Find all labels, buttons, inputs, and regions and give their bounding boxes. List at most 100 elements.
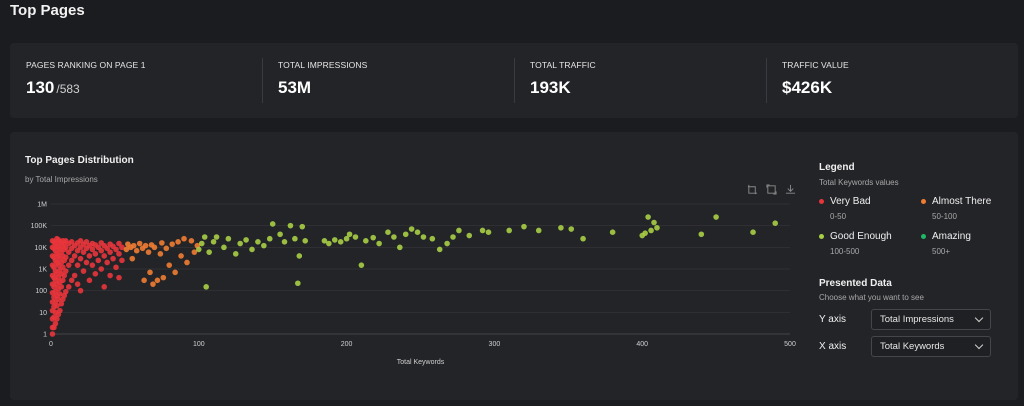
data-point[interactable] bbox=[86, 253, 93, 259]
data-point[interactable] bbox=[713, 214, 719, 220]
data-point[interactable] bbox=[62, 268, 69, 274]
data-point[interactable] bbox=[203, 284, 209, 290]
data-point[interactable] bbox=[119, 244, 125, 251]
data-point[interactable] bbox=[80, 249, 87, 255]
data-point[interactable] bbox=[58, 300, 65, 307]
data-point[interactable] bbox=[74, 281, 81, 287]
data-point[interactable] bbox=[213, 234, 220, 240]
data-point[interactable] bbox=[113, 246, 119, 253]
data-point[interactable] bbox=[210, 239, 217, 245]
zoom-reset-icon[interactable] bbox=[766, 184, 777, 195]
data-point[interactable] bbox=[196, 246, 202, 253]
data-point[interactable] bbox=[249, 246, 255, 253]
data-point[interactable] bbox=[95, 257, 102, 264]
data-point[interactable] bbox=[535, 227, 542, 234]
data-point[interactable] bbox=[466, 232, 473, 239]
data-point[interactable] bbox=[346, 231, 353, 238]
data-point[interactable] bbox=[89, 246, 96, 253]
data-point[interactable] bbox=[92, 251, 99, 257]
data-point[interactable] bbox=[326, 240, 332, 247]
data-point[interactable] bbox=[55, 296, 62, 303]
data-point[interactable] bbox=[191, 249, 198, 255]
data-point[interactable] bbox=[302, 238, 309, 244]
data-point[interactable] bbox=[485, 229, 492, 235]
data-point[interactable] bbox=[101, 284, 108, 290]
data-point[interactable] bbox=[269, 221, 276, 227]
data-point[interactable] bbox=[60, 264, 66, 271]
data-point[interactable] bbox=[642, 230, 648, 236]
data-point[interactable] bbox=[376, 240, 382, 247]
data-point[interactable] bbox=[119, 257, 125, 264]
data-point[interactable] bbox=[169, 241, 175, 247]
data-point[interactable] bbox=[62, 244, 69, 251]
data-point[interactable] bbox=[352, 234, 359, 240]
data-point[interactable] bbox=[385, 229, 391, 235]
data-point[interactable] bbox=[57, 291, 63, 297]
data-point[interactable] bbox=[65, 284, 72, 290]
data-point[interactable] bbox=[98, 247, 105, 254]
data-point[interactable] bbox=[206, 249, 212, 255]
data-point[interactable] bbox=[110, 255, 116, 262]
data-point[interactable] bbox=[104, 245, 110, 252]
data-point[interactable] bbox=[221, 244, 227, 251]
data-point[interactable] bbox=[104, 259, 110, 266]
data-point[interactable] bbox=[80, 268, 87, 274]
data-point[interactable] bbox=[295, 280, 301, 287]
data-point[interactable] bbox=[651, 219, 657, 226]
data-point[interactable] bbox=[123, 246, 130, 253]
data-point[interactable] bbox=[568, 226, 575, 232]
data-point[interactable] bbox=[654, 224, 660, 231]
data-point[interactable] bbox=[57, 307, 63, 314]
data-point[interactable] bbox=[337, 239, 344, 245]
data-point[interactable] bbox=[145, 249, 152, 255]
data-point[interactable] bbox=[287, 222, 294, 229]
data-point[interactable] bbox=[68, 277, 75, 284]
data-point[interactable] bbox=[178, 253, 184, 259]
data-point[interactable] bbox=[232, 251, 239, 257]
data-point[interactable] bbox=[358, 262, 365, 268]
data-point[interactable] bbox=[113, 264, 119, 271]
data-point[interactable] bbox=[299, 223, 306, 230]
data-point[interactable] bbox=[151, 244, 158, 251]
data-point[interactable] bbox=[181, 235, 187, 242]
data-point[interactable] bbox=[159, 240, 165, 246]
data-point[interactable] bbox=[142, 242, 149, 249]
data-point[interactable] bbox=[77, 255, 84, 262]
data-point[interactable] bbox=[55, 274, 62, 281]
data-point[interactable] bbox=[52, 320, 59, 327]
data-point[interactable] bbox=[71, 253, 78, 259]
data-point[interactable] bbox=[166, 262, 173, 268]
data-point[interactable] bbox=[261, 242, 267, 249]
download-icon[interactable] bbox=[785, 184, 796, 195]
data-point[interactable] bbox=[321, 238, 328, 244]
data-point[interactable] bbox=[150, 281, 156, 287]
data-point[interactable] bbox=[450, 234, 456, 240]
data-point[interactable] bbox=[54, 316, 60, 322]
data-point[interactable] bbox=[750, 229, 756, 235]
data-point[interactable] bbox=[65, 262, 72, 268]
zoom-select-icon[interactable] bbox=[747, 184, 758, 195]
data-point[interactable] bbox=[292, 235, 298, 242]
data-point[interactable] bbox=[225, 235, 232, 242]
data-point[interactable] bbox=[163, 245, 170, 252]
data-point[interactable] bbox=[558, 224, 564, 231]
data-point[interactable] bbox=[133, 247, 140, 254]
data-point[interactable] bbox=[402, 231, 409, 238]
data-point[interactable] bbox=[74, 262, 81, 268]
data-point[interactable] bbox=[296, 253, 303, 259]
data-point[interactable] bbox=[92, 271, 99, 277]
data-point[interactable] bbox=[331, 237, 338, 243]
data-point[interactable] bbox=[129, 255, 136, 262]
data-point[interactable] bbox=[60, 277, 66, 284]
data-point[interactable] bbox=[141, 277, 147, 284]
data-point[interactable] bbox=[61, 272, 68, 279]
data-point[interactable] bbox=[237, 240, 243, 247]
data-point[interactable] bbox=[580, 235, 586, 242]
data-point[interactable] bbox=[397, 244, 403, 251]
data-point[interactable] bbox=[58, 284, 65, 290]
data-point[interactable] bbox=[506, 227, 512, 234]
data-point[interactable] bbox=[184, 259, 190, 266]
data-point[interactable] bbox=[420, 234, 427, 240]
data-point[interactable] bbox=[479, 227, 486, 234]
data-point[interactable] bbox=[201, 234, 208, 240]
